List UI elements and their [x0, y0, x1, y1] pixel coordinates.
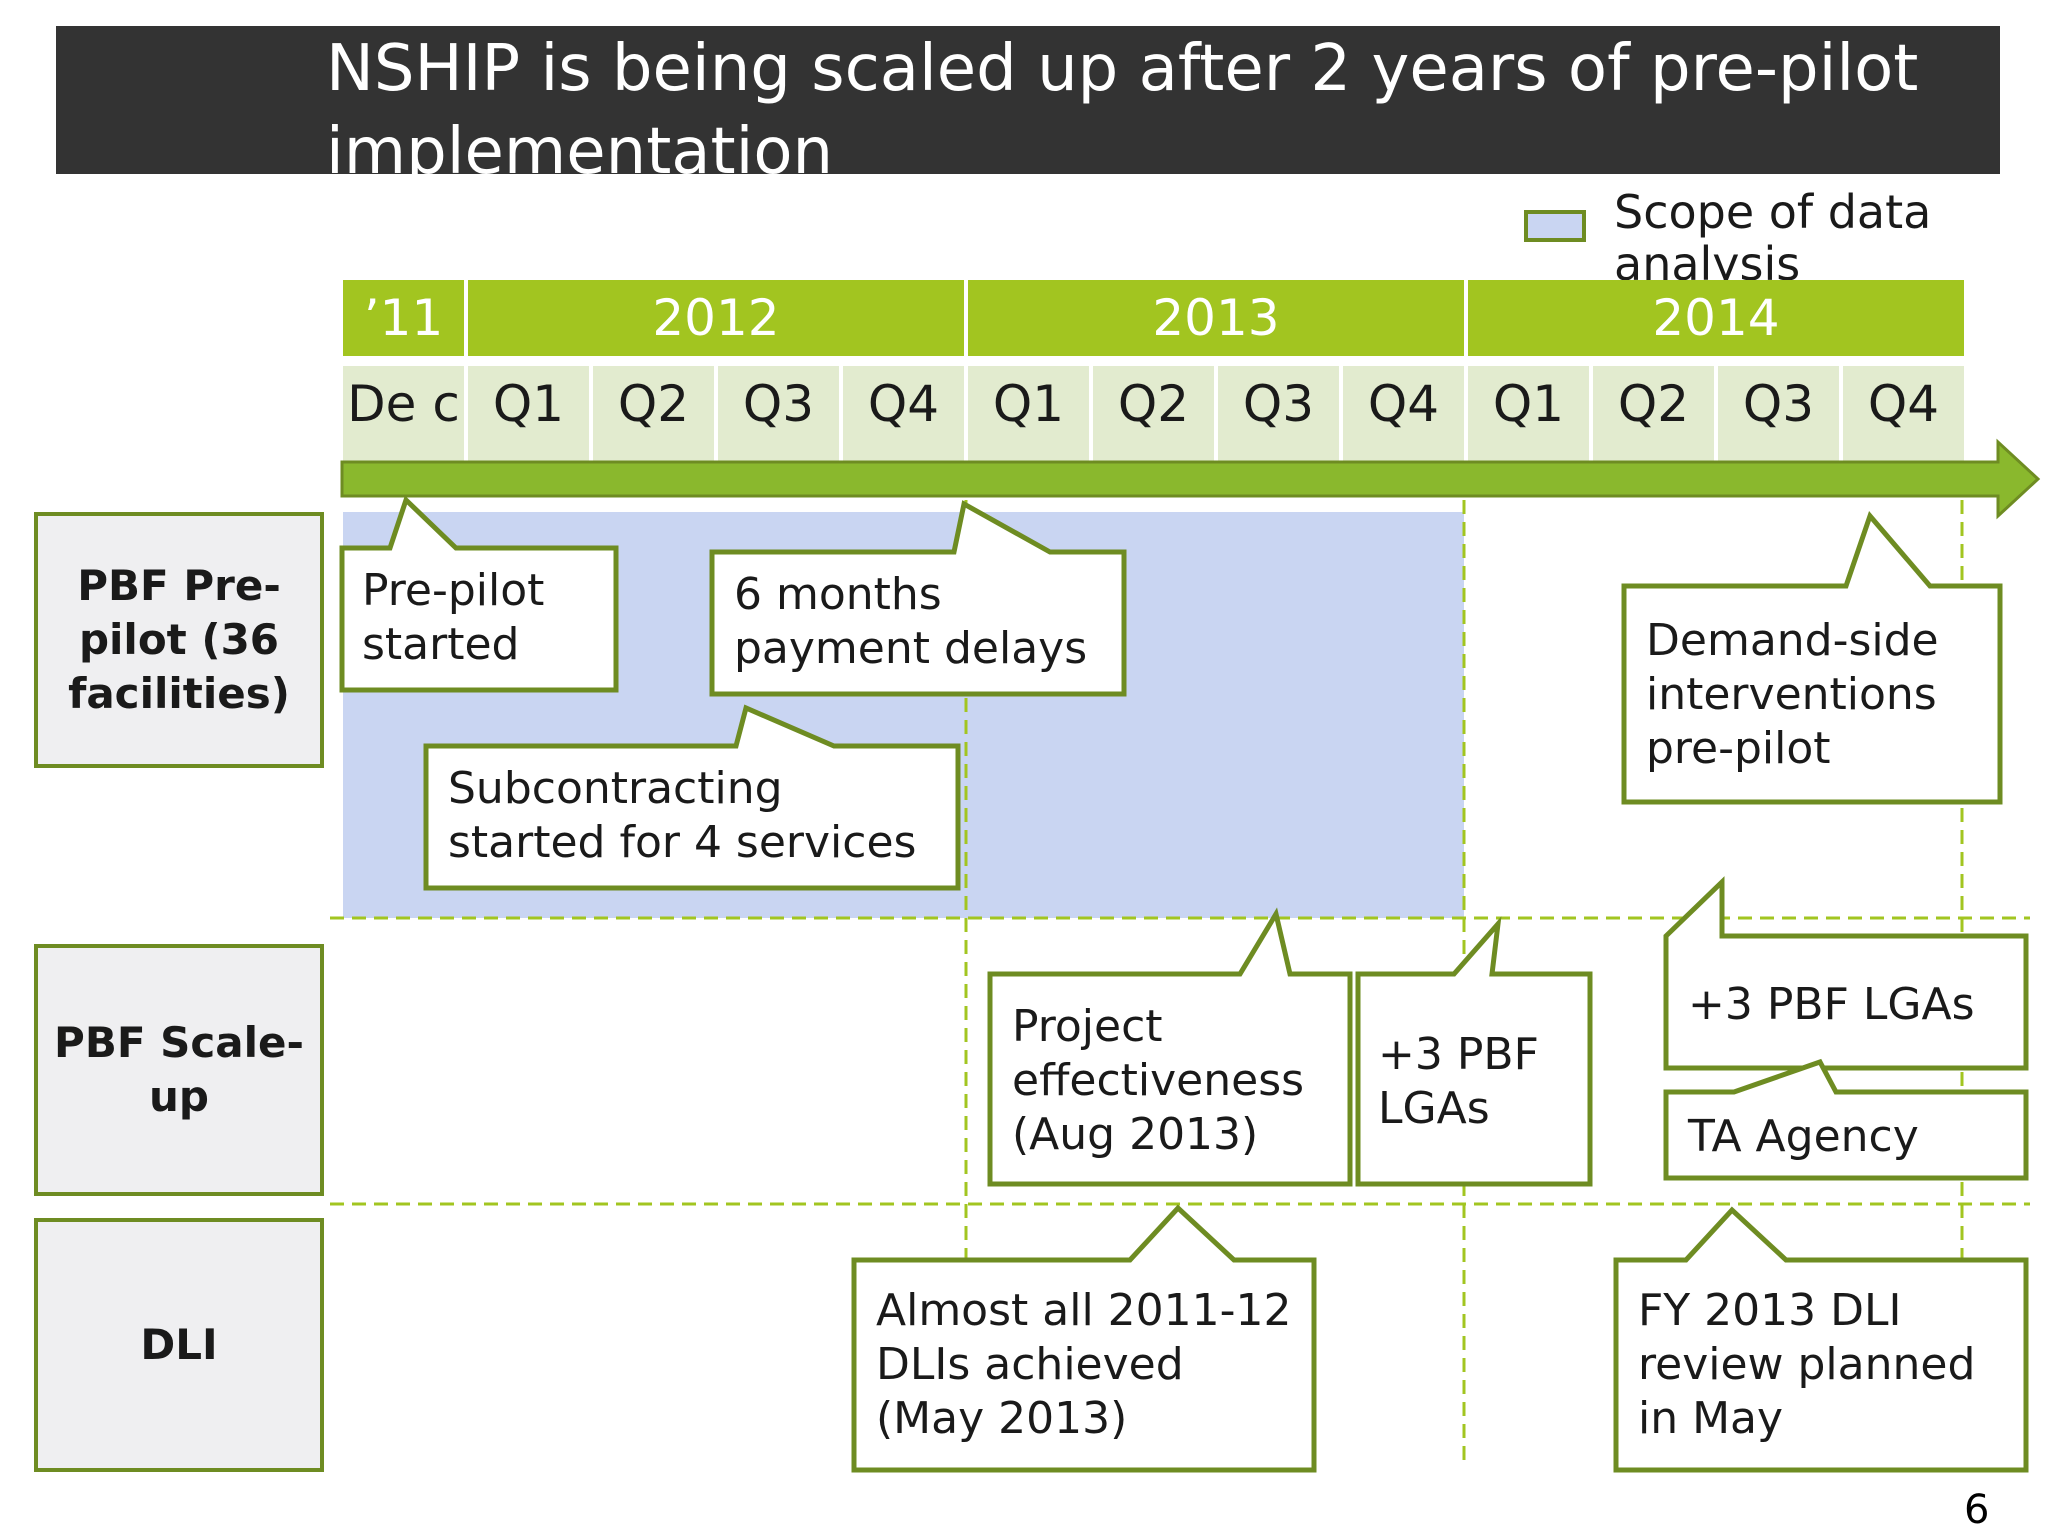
callout-prepilot-started: Pre-pilot started: [362, 565, 545, 670]
callout-shape-dli-review: [1613, 1206, 2029, 1473]
callout-plus3-pbf-2014: +3 PBF LGAs: [1688, 979, 1975, 1030]
year-2012: 2012: [468, 280, 964, 356]
callout-shape-prepilot-started: [339, 495, 619, 693]
year-2014: 2014: [1468, 280, 1964, 356]
row-header-pbf-scaleup: PBF Scale-up: [34, 944, 324, 1196]
row-header-dli: DLI: [34, 1218, 324, 1472]
callout-shape-dli-achieved: [851, 1204, 1317, 1473]
callout-shape-ta-agency: [1663, 1058, 2029, 1181]
row-header-pbf-prepilot: PBF Pre-pilot (36 facilities): [34, 512, 324, 768]
callout-shape-plus3-pbf-2014: [1663, 876, 2029, 1071]
page-number: 6: [1964, 1487, 1990, 1533]
callout-ta-agency: TA Agency: [1688, 1111, 1919, 1162]
callout-dli-review: FY 2013 DLI review planned in May: [1638, 1285, 1976, 1444]
callout-demand-side: Demand-side interventions pre-pilot: [1646, 615, 1939, 774]
callout-plus3-pbf-2013: +3 PBF LGAs: [1378, 1029, 1539, 1134]
year-2013: 2013: [968, 280, 1464, 356]
callout-shape-subcontracting: [423, 704, 961, 891]
callout-project-effectiveness: Project effectiveness (Aug 2013): [1012, 1001, 1305, 1160]
callout-shape-demand-side: [1621, 511, 2003, 805]
timeline-arrow: [340, 438, 2041, 520]
slide-title: NSHIP is being scaled up after 2 years o…: [326, 32, 1919, 174]
title-bar: NSHIP is being scaled up after 2 years o…: [56, 26, 2000, 174]
callout-payment-delays: 6 months payment delays: [734, 569, 1088, 674]
callout-shape-payment-delays: [709, 500, 1127, 697]
year-2011: ’11: [343, 280, 464, 356]
callout-shape-project-effectiveness: [987, 907, 1353, 1187]
callout-subcontracting: Subcontracting started for 4 services: [448, 763, 917, 868]
legend-swatch: [1524, 210, 1586, 242]
callout-shape-plus3-pbf-2013: [1355, 916, 1593, 1187]
callout-dli-achieved: Almost all 2011-12 DLIs achieved (May 2013…: [876, 1285, 1292, 1444]
